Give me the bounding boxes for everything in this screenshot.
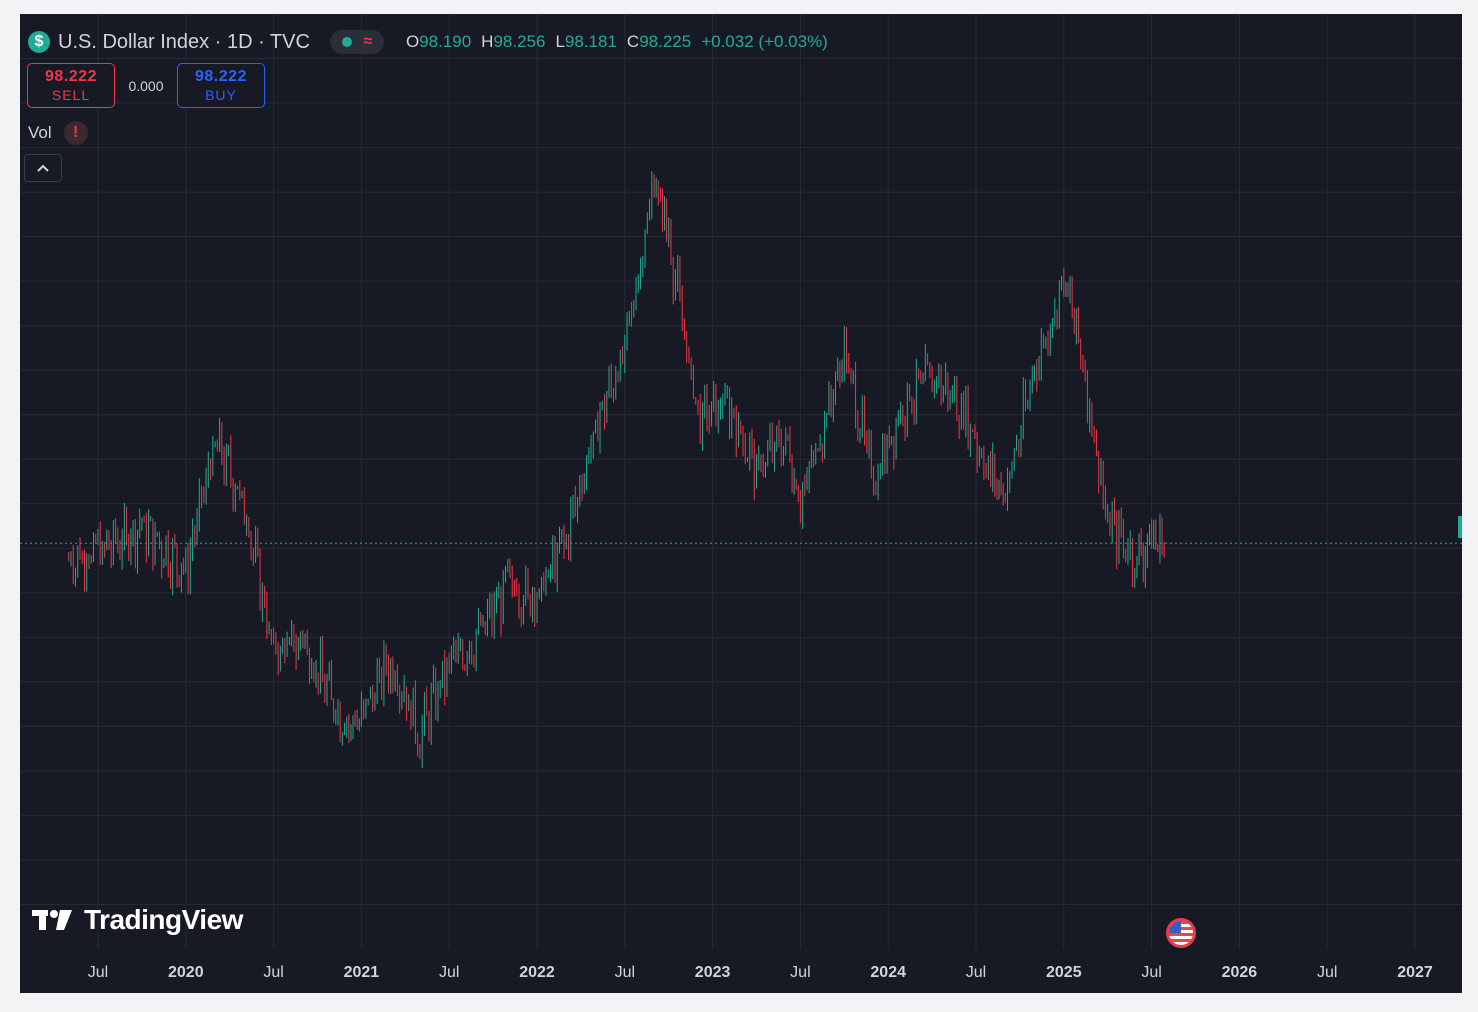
x-tick-label: 2024 (870, 964, 906, 981)
ohlc-values: O 98.190 H 98.256 L 98.181 C 98.225 +0.0… (406, 32, 828, 52)
price-plot[interactable] (20, 14, 1462, 993)
x-tick-label: Jul (87, 964, 109, 981)
volume-indicator[interactable]: Vol ! (28, 121, 88, 145)
x-tick-label: 2020 (168, 964, 204, 981)
us-flag-canton (1169, 921, 1181, 933)
market-status-pill[interactable]: ≈ (329, 30, 384, 54)
grid-lines (20, 14, 1462, 949)
x-tick-label: 2022 (519, 964, 555, 981)
tradingview-logo-icon (32, 910, 72, 930)
low-value: 98.181 (564, 32, 617, 51)
symbol-legend: $ U.S. Dollar Index · 1D · TVC ≈ O 98.19… (28, 27, 828, 57)
wave-icon: ≈ (363, 33, 373, 50)
x-tick-label: Jul (614, 964, 636, 981)
tradingview-logo[interactable]: TradingView (32, 904, 243, 936)
x-tick-label: Jul (438, 964, 460, 981)
chevron-up-icon (37, 164, 49, 172)
x-tick-label: Jul (1141, 964, 1162, 981)
x-tick-label: 2021 (343, 964, 380, 981)
x-tick-label: Jul (790, 964, 811, 981)
live-dot-icon (341, 37, 352, 47)
x-tick-label: 2026 (1221, 964, 1258, 981)
tradingview-logo-text: TradingView (84, 904, 243, 935)
change-value: +0.032 (+0.03%) (701, 32, 828, 51)
open-value: 98.190 (419, 32, 472, 51)
low-label: L (555, 32, 565, 51)
x-tick-label: 2027 (1397, 964, 1433, 981)
spread-value: 0.000 (128, 77, 164, 94)
sell-price: 98.222 (45, 68, 97, 85)
price-series (68, 171, 1165, 768)
high-value: 98.256 (493, 32, 546, 51)
open-label: O (405, 32, 420, 51)
x-tick-label: 2023 (694, 964, 731, 981)
collapse-legend-button[interactable] (24, 154, 62, 182)
x-tick-label: Jul (263, 964, 284, 981)
vol-label: Vol (28, 123, 52, 142)
chart-panel[interactable]: $ U.S. Dollar Index · 1D · TVC ≈ O 98.19… (20, 14, 1462, 993)
us-flag-icon[interactable] (1166, 918, 1196, 948)
sell-button[interactable]: 98.222 SELL (27, 63, 115, 108)
buy-button[interactable]: 98.222 BUY (177, 63, 265, 108)
dollar-icon[interactable]: $ (28, 31, 50, 53)
trade-panel: 98.222 SELL 0.000 98.222 BUY (27, 63, 265, 108)
x-tick-label: 2025 (1046, 964, 1082, 981)
symbol-title[interactable]: U.S. Dollar Index · 1D · TVC (58, 30, 310, 53)
x-tick-label: Jul (1316, 964, 1338, 981)
sell-label: SELL (51, 87, 91, 103)
x-tick-label: Jul (965, 964, 987, 981)
buy-price: 98.222 (195, 68, 247, 85)
buy-label: BUY (205, 87, 237, 103)
us-flag-stripes (1169, 921, 1193, 945)
close-label: C (626, 32, 640, 51)
last-price-marker (1458, 516, 1462, 538)
warning-icon[interactable]: ! (63, 121, 88, 145)
close-value: 98.225 (639, 32, 692, 51)
high-label: H (481, 32, 494, 51)
